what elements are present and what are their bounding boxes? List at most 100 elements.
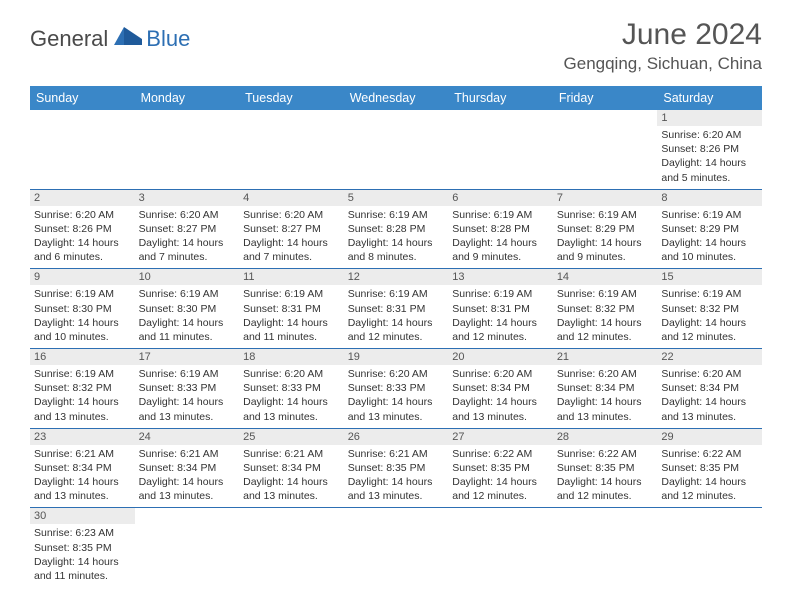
calendar-row: 2Sunrise: 6:20 AMSunset: 8:26 PMDaylight… [30,189,762,269]
calendar-cell [448,110,553,189]
day-details: Sunrise: 6:20 AMSunset: 8:27 PMDaylight:… [239,206,344,269]
calendar-cell: 12Sunrise: 6:19 AMSunset: 8:31 PMDayligh… [344,269,449,349]
day-number: 6 [448,190,553,206]
day-number [135,110,240,128]
day-details: Sunrise: 6:19 AMSunset: 8:33 PMDaylight:… [135,365,240,428]
day-details: Sunrise: 6:19 AMSunset: 8:30 PMDaylight:… [30,285,135,348]
calendar-cell: 23Sunrise: 6:21 AMSunset: 8:34 PMDayligh… [30,428,135,508]
weekday-header: Tuesday [239,86,344,110]
day-number: 10 [135,269,240,285]
calendar-cell: 17Sunrise: 6:19 AMSunset: 8:33 PMDayligh… [135,349,240,429]
calendar-cell: 25Sunrise: 6:21 AMSunset: 8:34 PMDayligh… [239,428,344,508]
calendar-row: 30Sunrise: 6:23 AMSunset: 8:35 PMDayligh… [30,508,762,587]
day-number [135,508,240,526]
calendar-cell: 15Sunrise: 6:19 AMSunset: 8:32 PMDayligh… [657,269,762,349]
calendar-cell: 19Sunrise: 6:20 AMSunset: 8:33 PMDayligh… [344,349,449,429]
day-number: 23 [30,429,135,445]
day-number: 15 [657,269,762,285]
day-number: 13 [448,269,553,285]
calendar-cell [239,508,344,587]
day-number: 19 [344,349,449,365]
day-details: Sunrise: 6:20 AMSunset: 8:33 PMDaylight:… [344,365,449,428]
day-details: Sunrise: 6:21 AMSunset: 8:34 PMDaylight:… [135,445,240,508]
calendar-cell [553,508,658,587]
day-number: 30 [30,508,135,524]
day-details: Sunrise: 6:20 AMSunset: 8:34 PMDaylight:… [448,365,553,428]
day-number: 25 [239,429,344,445]
calendar-cell [30,110,135,189]
calendar-cell: 3Sunrise: 6:20 AMSunset: 8:27 PMDaylight… [135,189,240,269]
day-number [553,508,658,526]
calendar-cell [344,508,449,587]
day-number [30,110,135,128]
day-details: Sunrise: 6:19 AMSunset: 8:30 PMDaylight:… [135,285,240,348]
calendar-cell [135,110,240,189]
calendar-cell: 20Sunrise: 6:20 AMSunset: 8:34 PMDayligh… [448,349,553,429]
day-number: 1 [657,110,762,126]
day-details: Sunrise: 6:22 AMSunset: 8:35 PMDaylight:… [448,445,553,508]
day-number: 11 [239,269,344,285]
calendar-cell: 22Sunrise: 6:20 AMSunset: 8:34 PMDayligh… [657,349,762,429]
weekday-header: Friday [553,86,658,110]
calendar-cell: 16Sunrise: 6:19 AMSunset: 8:32 PMDayligh… [30,349,135,429]
day-number: 7 [553,190,658,206]
calendar-cell: 24Sunrise: 6:21 AMSunset: 8:34 PMDayligh… [135,428,240,508]
day-number [344,508,449,526]
calendar-cell: 27Sunrise: 6:22 AMSunset: 8:35 PMDayligh… [448,428,553,508]
brand-part2: Blue [146,26,190,52]
day-details: Sunrise: 6:20 AMSunset: 8:33 PMDaylight:… [239,365,344,428]
day-number: 21 [553,349,658,365]
calendar-row: 23Sunrise: 6:21 AMSunset: 8:34 PMDayligh… [30,428,762,508]
weekday-header: Saturday [657,86,762,110]
day-number: 27 [448,429,553,445]
flag-icon [114,27,144,52]
day-details: Sunrise: 6:21 AMSunset: 8:34 PMDaylight:… [239,445,344,508]
day-details: Sunrise: 6:20 AMSunset: 8:34 PMDaylight:… [553,365,658,428]
day-number: 9 [30,269,135,285]
day-number: 29 [657,429,762,445]
calendar-cell: 26Sunrise: 6:21 AMSunset: 8:35 PMDayligh… [344,428,449,508]
day-number [239,110,344,128]
day-number: 12 [344,269,449,285]
calendar-row: 9Sunrise: 6:19 AMSunset: 8:30 PMDaylight… [30,269,762,349]
weekday-header: Thursday [448,86,553,110]
day-number [553,110,658,128]
calendar-row: 1Sunrise: 6:20 AMSunset: 8:26 PMDaylight… [30,110,762,189]
day-details: Sunrise: 6:20 AMSunset: 8:27 PMDaylight:… [135,206,240,269]
day-number: 26 [344,429,449,445]
day-details: Sunrise: 6:20 AMSunset: 8:34 PMDaylight:… [657,365,762,428]
day-details: Sunrise: 6:19 AMSunset: 8:29 PMDaylight:… [657,206,762,269]
calendar-cell: 18Sunrise: 6:20 AMSunset: 8:33 PMDayligh… [239,349,344,429]
day-number [448,110,553,128]
calendar-cell: 9Sunrise: 6:19 AMSunset: 8:30 PMDaylight… [30,269,135,349]
day-number: 16 [30,349,135,365]
calendar-table: SundayMondayTuesdayWednesdayThursdayFrid… [30,86,762,587]
day-number: 24 [135,429,240,445]
calendar-cell: 1Sunrise: 6:20 AMSunset: 8:26 PMDaylight… [657,110,762,189]
day-details: Sunrise: 6:20 AMSunset: 8:26 PMDaylight:… [30,206,135,269]
day-details: Sunrise: 6:22 AMSunset: 8:35 PMDaylight:… [553,445,658,508]
day-number: 28 [553,429,658,445]
day-details: Sunrise: 6:20 AMSunset: 8:26 PMDaylight:… [657,126,762,189]
day-number: 20 [448,349,553,365]
calendar-cell: 29Sunrise: 6:22 AMSunset: 8:35 PMDayligh… [657,428,762,508]
day-details: Sunrise: 6:19 AMSunset: 8:31 PMDaylight:… [239,285,344,348]
calendar-cell [239,110,344,189]
day-details: Sunrise: 6:19 AMSunset: 8:31 PMDaylight:… [344,285,449,348]
calendar-cell [344,110,449,189]
day-details: Sunrise: 6:21 AMSunset: 8:34 PMDaylight:… [30,445,135,508]
calendar-cell: 7Sunrise: 6:19 AMSunset: 8:29 PMDaylight… [553,189,658,269]
calendar-cell: 4Sunrise: 6:20 AMSunset: 8:27 PMDaylight… [239,189,344,269]
day-details: Sunrise: 6:19 AMSunset: 8:32 PMDaylight:… [553,285,658,348]
day-number [657,508,762,526]
calendar-cell [553,110,658,189]
day-number: 18 [239,349,344,365]
calendar-cell [448,508,553,587]
day-number [239,508,344,526]
calendar-cell: 6Sunrise: 6:19 AMSunset: 8:28 PMDaylight… [448,189,553,269]
weekday-header-row: SundayMondayTuesdayWednesdayThursdayFrid… [30,86,762,110]
day-number [344,110,449,128]
weekday-header: Sunday [30,86,135,110]
calendar-cell: 14Sunrise: 6:19 AMSunset: 8:32 PMDayligh… [553,269,658,349]
day-details: Sunrise: 6:19 AMSunset: 8:28 PMDaylight:… [344,206,449,269]
